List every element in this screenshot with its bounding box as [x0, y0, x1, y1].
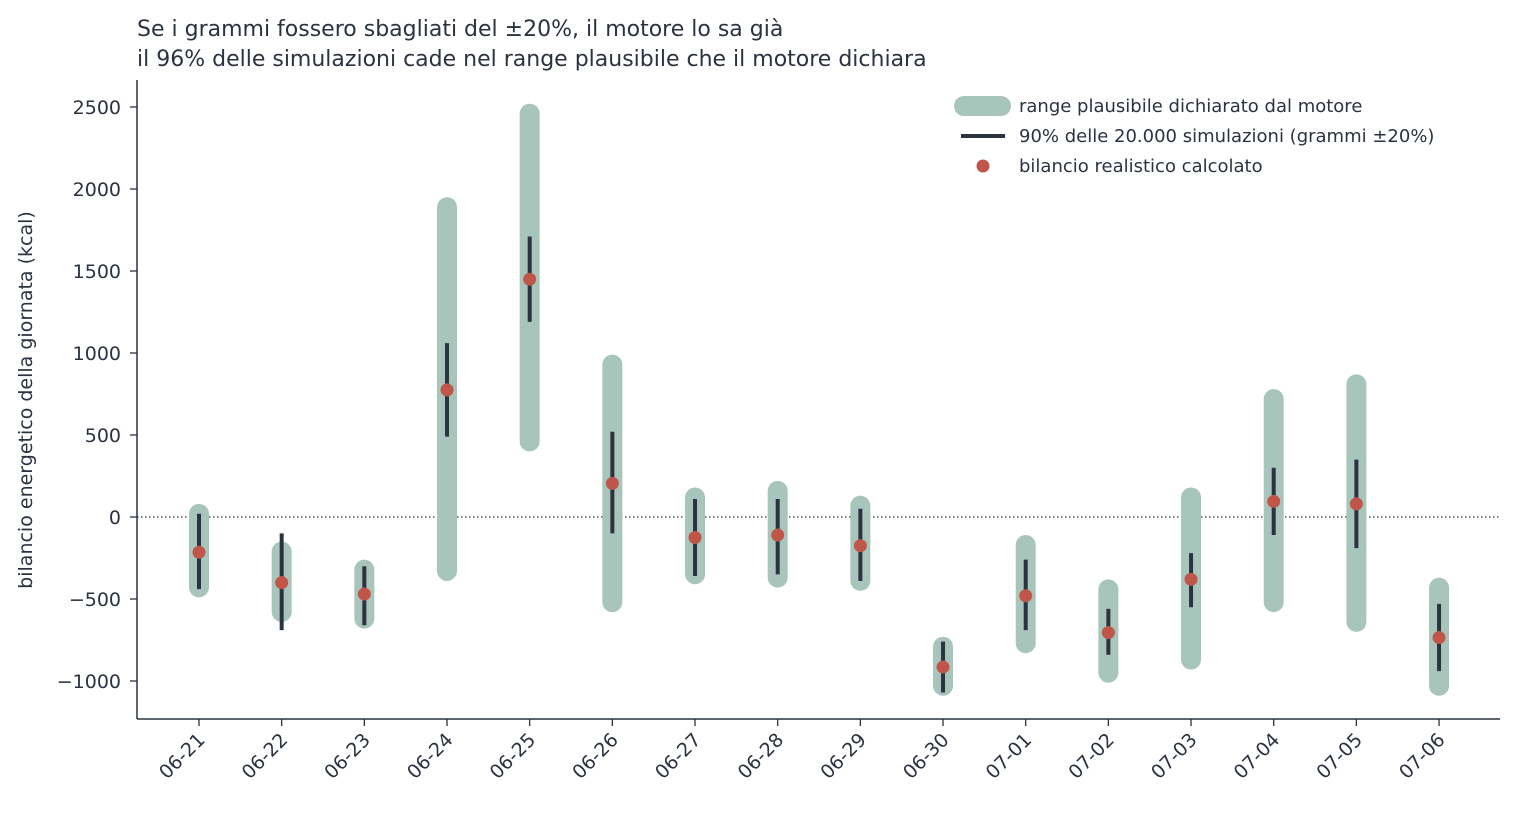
x-tick-label: 06-21: [155, 729, 210, 784]
chart-title-line-2: il 96% delle simulazioni cade nel range …: [137, 47, 927, 72]
x-tick-label: 06-28: [734, 729, 789, 784]
balance-point: [523, 272, 537, 286]
balance-point: [936, 660, 950, 674]
x-tick-label: 07-03: [1147, 729, 1202, 784]
x-tick-label: 06-24: [403, 729, 458, 784]
y-tick-label: 0: [109, 507, 121, 529]
plot-layer: [189, 103, 1450, 696]
balance-point: [275, 576, 289, 590]
balance-point: [771, 528, 785, 542]
balance-point: [605, 476, 619, 490]
balance-point: [1349, 497, 1363, 511]
x-tick-label: 06-29: [816, 729, 871, 784]
balance-point: [1267, 494, 1281, 508]
balance-point: [853, 539, 867, 553]
legend-range-label: range plausibile dichiarato dal motore: [1019, 96, 1362, 117]
legend-point-label: bilancio realistico calcolato: [1019, 156, 1263, 177]
y-tick-label: 500: [85, 425, 121, 447]
x-tick-label: 07-01: [982, 729, 1037, 784]
x-tick-label: 07-06: [1395, 729, 1450, 784]
chart-title-line-1: Se i grammi fossero sbagliati del ±20%, …: [137, 17, 783, 42]
balance-point: [1101, 626, 1115, 640]
balance-point: [440, 383, 454, 397]
x-tick-label: 06-30: [899, 729, 954, 784]
x-ticks: 06-21 06-22 06-23 06-24 06-25 06-26 06-27 06-28…: [155, 719, 1450, 784]
y-tick-label: 1500: [73, 261, 121, 283]
y-tick-label: 2500: [73, 97, 121, 119]
balance-point: [1019, 589, 1033, 603]
y-axis-label: bilancio energetico della giornata (kcal…: [15, 211, 37, 589]
balance-point: [688, 531, 702, 544]
legend-point-swatch: [976, 159, 990, 173]
balance-point: [1432, 631, 1446, 645]
x-tick-label: 06-26: [568, 729, 623, 784]
x-tick-label: 07-04: [1230, 729, 1285, 784]
balance-point: [357, 587, 371, 601]
y-tick-label: 1000: [73, 343, 121, 365]
x-tick-label: 06-27: [651, 729, 706, 784]
x-tick-label: 06-25: [486, 729, 541, 784]
legend: range plausibile dichiarato dal motore 9…: [954, 96, 1434, 177]
y-tick-label: −500: [69, 589, 121, 611]
y-ticks: 2500 2000 1500 1000 500 0 −500 −1000: [57, 97, 137, 693]
x-tick-label: 06-22: [238, 729, 293, 784]
x-tick-label: 06-23: [320, 729, 375, 784]
y-tick-label: 2000: [73, 179, 121, 201]
x-tick-label: 07-02: [1064, 729, 1119, 784]
x-tick-label: 07-05: [1312, 729, 1367, 784]
balance-point: [192, 545, 206, 559]
y-tick-label: −1000: [57, 671, 121, 693]
legend-sim-label: 90% delle 20.000 simulazioni (grammi ±20…: [1019, 126, 1434, 147]
balance-point: [1184, 572, 1198, 586]
